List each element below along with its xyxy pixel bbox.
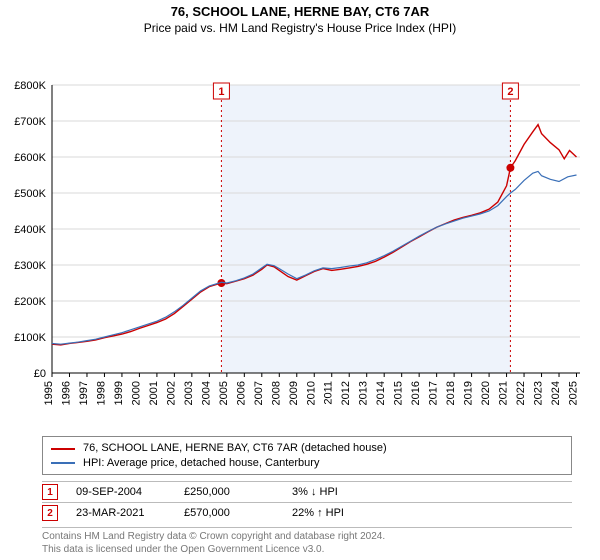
svg-text:2012: 2012 — [340, 381, 352, 405]
svg-text:1999: 1999 — [113, 381, 125, 405]
svg-text:2022: 2022 — [515, 381, 527, 405]
title-address: 76, SCHOOL LANE, HERNE BAY, CT6 7AR — [0, 4, 600, 19]
svg-text:2010: 2010 — [305, 381, 317, 405]
svg-text:2009: 2009 — [288, 381, 300, 405]
svg-text:£0: £0 — [34, 368, 46, 380]
transactions-table: 1 09-SEP-2004 £250,000 3% ↓ HPI 2 23-MAR-2021… — [42, 481, 572, 523]
svg-text:£100K: £100K — [14, 332, 46, 344]
transaction-date: 09-SEP-2004 — [76, 486, 166, 498]
svg-text:2021: 2021 — [498, 381, 510, 405]
svg-text:2017: 2017 — [428, 381, 440, 405]
transaction-price: £570,000 — [184, 507, 274, 519]
svg-text:2: 2 — [507, 86, 513, 98]
svg-text:2002: 2002 — [165, 381, 177, 405]
svg-text:£700K: £700K — [14, 116, 46, 128]
svg-text:1: 1 — [218, 86, 224, 98]
svg-text:2001: 2001 — [148, 381, 160, 405]
svg-text:2005: 2005 — [218, 381, 230, 405]
svg-text:2003: 2003 — [183, 381, 195, 405]
legend-swatch — [51, 462, 75, 464]
svg-text:2020: 2020 — [480, 381, 492, 405]
svg-text:2018: 2018 — [445, 381, 457, 405]
svg-text:2013: 2013 — [358, 381, 370, 405]
svg-text:2000: 2000 — [130, 381, 142, 405]
chart-container: 76, SCHOOL LANE, HERNE BAY, CT6 7AR Pric… — [0, 0, 600, 560]
svg-text:2006: 2006 — [235, 381, 247, 405]
svg-text:2004: 2004 — [200, 381, 212, 405]
legend-item: HPI: Average price, detached house, Cant… — [51, 456, 563, 470]
legend-label: 76, SCHOOL LANE, HERNE BAY, CT6 7AR (det… — [83, 441, 387, 455]
svg-text:2007: 2007 — [253, 381, 265, 405]
transaction-row: 1 09-SEP-2004 £250,000 3% ↓ HPI — [42, 481, 572, 502]
svg-text:2025: 2025 — [568, 381, 580, 405]
legend: 76, SCHOOL LANE, HERNE BAY, CT6 7AR (det… — [42, 436, 572, 475]
svg-text:2008: 2008 — [270, 381, 282, 405]
svg-text:£400K: £400K — [14, 224, 46, 236]
footer-line-2: This data is licensed under the Open Gov… — [42, 544, 572, 557]
transaction-delta: 22% ↑ HPI — [292, 507, 382, 519]
transaction-marker: 2 — [42, 505, 58, 521]
svg-text:2014: 2014 — [375, 381, 387, 405]
chart-svg: £0 £100K £200K £300K £400K £500K £600K £700K £80… — [0, 35, 600, 405]
footer-line-1: Contains HM Land Registry data © Crown c… — [42, 531, 572, 544]
svg-text:1997: 1997 — [78, 381, 90, 405]
transaction-delta: 3% ↓ HPI — [292, 486, 382, 498]
footer-attribution: Contains HM Land Registry data © Crown c… — [42, 527, 572, 556]
svg-text:£300K: £300K — [14, 260, 46, 272]
svg-text:£500K: £500K — [14, 188, 46, 200]
transaction-price: £250,000 — [184, 486, 274, 498]
transaction-date: 23-MAR-2021 — [76, 507, 166, 519]
svg-text:£200K: £200K — [14, 296, 46, 308]
svg-text:2019: 2019 — [463, 381, 475, 405]
svg-text:1995: 1995 — [43, 381, 55, 405]
svg-text:£600K: £600K — [14, 152, 46, 164]
svg-text:1998: 1998 — [95, 381, 107, 405]
svg-text:2011: 2011 — [323, 381, 335, 405]
svg-text:2016: 2016 — [410, 381, 422, 405]
transaction-row: 2 23-MAR-2021 £570,000 22% ↑ HPI — [42, 502, 572, 523]
title-subtitle: Price paid vs. HM Land Registry's House … — [0, 21, 600, 35]
chart-area: £0 £100K £200K £300K £400K £500K £600K £700K £80… — [0, 35, 600, 432]
legend-swatch — [51, 448, 75, 450]
legend-item: 76, SCHOOL LANE, HERNE BAY, CT6 7AR (det… — [51, 441, 563, 455]
svg-text:1996: 1996 — [60, 381, 72, 405]
svg-text:£800K: £800K — [14, 80, 46, 92]
svg-text:2015: 2015 — [393, 381, 405, 405]
svg-text:2023: 2023 — [533, 381, 545, 405]
transaction-marker: 1 — [42, 484, 58, 500]
title-block: 76, SCHOOL LANE, HERNE BAY, CT6 7AR Pric… — [0, 0, 600, 35]
legend-label: HPI: Average price, detached house, Cant… — [83, 456, 319, 470]
svg-text:2024: 2024 — [550, 381, 562, 405]
